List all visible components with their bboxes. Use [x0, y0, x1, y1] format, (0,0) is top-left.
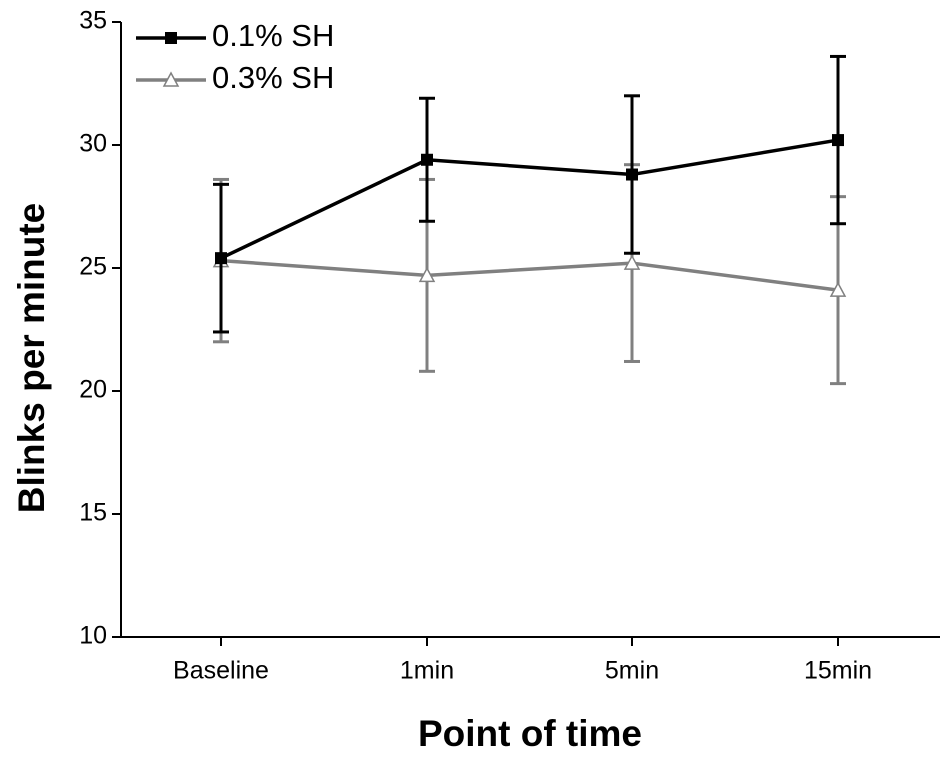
series-2 — [212, 163, 847, 386]
y-tick-label: 20 — [79, 376, 107, 404]
y-tick-label: 15 — [79, 499, 107, 527]
x-axis-title: Point of time — [418, 713, 642, 754]
series-line — [220, 258, 839, 292]
data-point — [832, 134, 844, 147]
series-1 — [213, 54, 846, 334]
legend-label: 0.3% SH — [212, 60, 334, 95]
axes — [120, 22, 940, 638]
data-point — [626, 168, 638, 181]
legend-marker — [162, 71, 180, 87]
x-tick-label: 15min — [804, 657, 872, 685]
series-line — [220, 138, 839, 260]
y-tick-label: 35 — [79, 7, 107, 35]
y-axis-title: Blinks per minute — [11, 203, 52, 513]
y-tick-label: 30 — [79, 130, 107, 158]
x-tick-label: Baseline — [173, 657, 269, 685]
x-tick-label: 1min — [400, 657, 454, 685]
x-ticks: Baseline 1min 5min 15min — [173, 637, 872, 685]
y-tick-label: 10 — [79, 622, 107, 650]
data-point — [418, 266, 436, 283]
data-point — [829, 281, 847, 297]
y-ticks: 10 15 20 25 30 35 — [79, 7, 121, 650]
legend-marker — [165, 32, 177, 44]
legend: 0.1% SH 0.3% SH — [136, 18, 334, 95]
legend-item: 0.3% SH — [136, 60, 334, 95]
legend-item: 0.1% SH — [136, 18, 334, 53]
data-point — [215, 252, 227, 265]
legend-label: 0.1% SH — [212, 18, 334, 53]
series-group — [212, 54, 847, 386]
data-point — [421, 153, 433, 166]
y-tick-label: 25 — [79, 253, 107, 281]
data-point — [623, 254, 641, 270]
x-tick-label: 5min — [605, 657, 659, 685]
